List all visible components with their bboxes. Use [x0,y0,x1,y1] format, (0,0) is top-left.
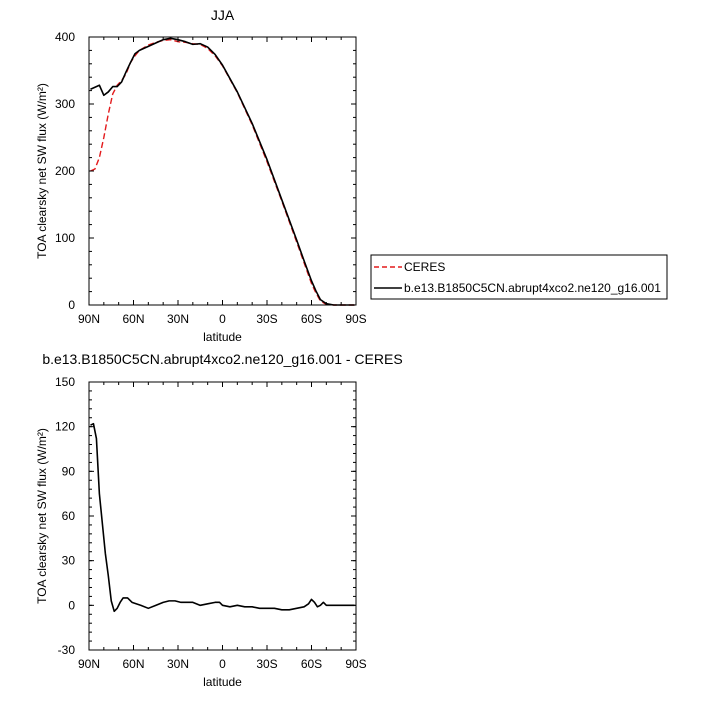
panel1-plot-frame [88,36,357,306]
panel1-series-line-ceres [90,38,355,306]
panel2-y-axis-label: TOA clearsky net SW flux (W/m²) [35,428,49,604]
panel1-y-tick-label: 300 [55,97,75,111]
panel1-x-tick-label: 30N [167,312,189,326]
panel1-title: JJA [211,7,235,23]
panel1-x-axis-label: latitude [203,330,242,344]
panel1-x-tick-label: 90N [78,312,100,326]
panel2-x-axis-label: latitude [203,675,242,689]
panel1-series-line-b-e13-b1850c5cn-abrupt4xco2-ne120-g16-001 [90,37,355,306]
panel2-plot-frame [88,381,357,651]
panel2-y-tick-label: 150 [55,375,75,389]
panel1-legend-label: CERES [404,260,445,274]
panel2-series-line-0 [90,422,355,613]
panel2-x-tick-label: 90S [345,657,366,671]
panel2-x-tick-label: 60N [122,657,144,671]
panel1-legend-label: b.e13.B1850C5CN.abrupt4xco2.ne120_g16.00… [404,281,661,295]
panel2-x-tick-label: 60S [301,657,322,671]
panel2-y-tick-label: 120 [55,420,75,434]
panel2-y-tick-label: -30 [58,643,76,657]
panel2-y-tick-label: 90 [62,464,76,478]
panel1-x-tick-label: 60S [301,312,322,326]
panel2-x-tick-label: 0 [219,657,226,671]
panel2-x-tick-label: 30S [256,657,277,671]
panel1-x-tick-label: 30S [256,312,277,326]
panel2-x-tick-label: 90N [78,657,100,671]
panel1-y-axis-label: TOA clearsky net SW flux (W/m²) [35,83,49,259]
panel2-y-tick-label: 30 [62,554,76,568]
panel1-x-tick-label: 0 [219,312,226,326]
panel2-y-tick-label: 0 [68,598,75,612]
panel1-y-tick-label: 100 [55,231,75,245]
panel1-y-tick-label: 0 [68,298,75,312]
panel2-y-tick-label: 60 [62,509,76,523]
panel1-y-tick-label: 400 [55,30,75,44]
panel1-x-tick-label: 90S [345,312,366,326]
panel1-y-tick-label: 200 [55,164,75,178]
panel2-title: b.e13.B1850C5CN.abrupt4xco2.ne120_g16.00… [42,351,402,367]
panel1-x-tick-label: 60N [122,312,144,326]
panel1-legend-box [370,254,668,300]
panel2-x-tick-label: 30N [167,657,189,671]
